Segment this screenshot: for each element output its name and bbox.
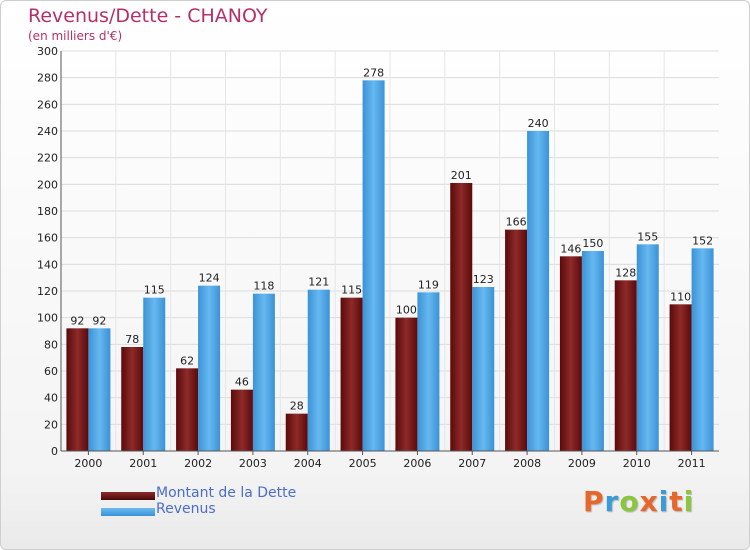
bar-revenue (198, 285, 221, 451)
data-label-debt: 201 (451, 169, 472, 182)
bar-revenue (307, 289, 330, 451)
y-tick-label: 140 (37, 258, 58, 271)
y-tick-label: 80 (44, 338, 58, 351)
y-tick-label: 260 (37, 98, 58, 111)
bar-revenue (252, 293, 275, 451)
bar-debt (614, 280, 637, 451)
x-tick-label: 2001 (129, 457, 157, 470)
data-label-debt: 28 (290, 400, 304, 413)
x-tick-label: 2003 (239, 457, 267, 470)
legend-label-debt: Montant de la Dette (156, 485, 297, 501)
logo-letter: P (583, 485, 605, 518)
bar-revenue (88, 328, 111, 451)
data-label-revenue: 118 (253, 280, 274, 293)
bar-debt (450, 183, 473, 451)
data-label-revenue: 150 (582, 237, 603, 250)
y-tick-label: 240 (37, 125, 58, 138)
data-label-revenue: 278 (363, 66, 384, 79)
bar-debt (559, 256, 582, 451)
data-label-debt: 100 (396, 304, 417, 317)
data-label-debt: 115 (341, 284, 362, 297)
bar-revenue (581, 251, 604, 451)
bar-revenue (527, 131, 550, 451)
y-tick-label: 160 (37, 232, 58, 245)
x-tick-label: 2009 (568, 457, 596, 470)
bar-debt (669, 304, 692, 451)
data-label-revenue: 152 (692, 234, 713, 247)
bar-revenue (636, 244, 659, 451)
logo-letter: t (669, 485, 684, 518)
bar-debt (176, 368, 199, 451)
bar-debt (395, 317, 418, 451)
data-label-debt: 62 (180, 354, 194, 367)
legend-label-revenue: Revenus (156, 501, 216, 517)
bar-revenue (417, 292, 440, 451)
y-tick-label: 280 (37, 72, 58, 85)
logo-letter: i (683, 485, 695, 518)
y-tick-label: 200 (37, 178, 58, 191)
y-tick-label: 60 (44, 365, 58, 378)
y-tick-label: 20 (44, 418, 58, 431)
bar-revenue (143, 297, 166, 451)
bar-debt (230, 389, 253, 451)
data-label-debt: 46 (235, 376, 249, 389)
y-tick-label: 100 (37, 312, 58, 325)
y-tick-label: 120 (37, 285, 58, 298)
logo-letter: i (658, 485, 670, 518)
x-tick-label: 2010 (623, 457, 651, 470)
x-tick-label: 2000 (74, 457, 102, 470)
proxiti-logo: Proxiti (583, 485, 694, 518)
data-label-debt: 92 (70, 314, 84, 327)
bar-revenue (472, 287, 495, 451)
x-tick-label: 2006 (403, 457, 431, 470)
x-tick-label: 2011 (678, 457, 706, 470)
chart-title: Revenus/Dette - CHANOY (28, 5, 268, 27)
legend-swatch-debt (101, 492, 155, 500)
y-tick-label: 40 (44, 392, 58, 405)
bar-debt (505, 229, 528, 451)
data-label-debt: 78 (125, 333, 139, 346)
x-tick-label: 2004 (294, 457, 322, 470)
data-label-debt: 128 (615, 266, 636, 279)
data-label-debt: 146 (560, 242, 581, 255)
data-label-revenue: 92 (92, 314, 106, 327)
data-label-debt: 110 (670, 290, 691, 303)
bar-debt (285, 413, 308, 451)
bar-debt (66, 328, 89, 451)
data-label-debt: 166 (506, 216, 527, 229)
y-tick-label: 180 (37, 205, 58, 218)
y-tick-label: 220 (37, 152, 58, 165)
bar-revenue (691, 248, 714, 451)
data-label-revenue: 155 (637, 230, 658, 243)
bar-revenue (362, 80, 385, 451)
data-label-revenue: 124 (199, 272, 220, 285)
legend-swatch-revenue (101, 508, 155, 516)
data-label-revenue: 115 (144, 284, 165, 297)
bar-debt (121, 347, 144, 451)
data-label-revenue: 240 (528, 117, 549, 130)
x-tick-label: 2002 (184, 457, 212, 470)
logo-letter: r (604, 485, 620, 518)
x-tick-label: 2008 (513, 457, 541, 470)
data-label-revenue: 121 (308, 276, 329, 289)
y-tick-label: 300 (37, 45, 58, 58)
logo-letter: x (639, 485, 659, 518)
chart-subtitle: (en milliers d'€) (28, 29, 123, 43)
data-label-revenue: 123 (473, 273, 494, 286)
x-tick-label: 2007 (458, 457, 486, 470)
x-tick-label: 2005 (349, 457, 377, 470)
data-label-revenue: 119 (418, 278, 439, 291)
bar-debt (340, 297, 363, 451)
y-tick-label: 0 (51, 445, 58, 458)
logo-letter: o (619, 485, 640, 518)
